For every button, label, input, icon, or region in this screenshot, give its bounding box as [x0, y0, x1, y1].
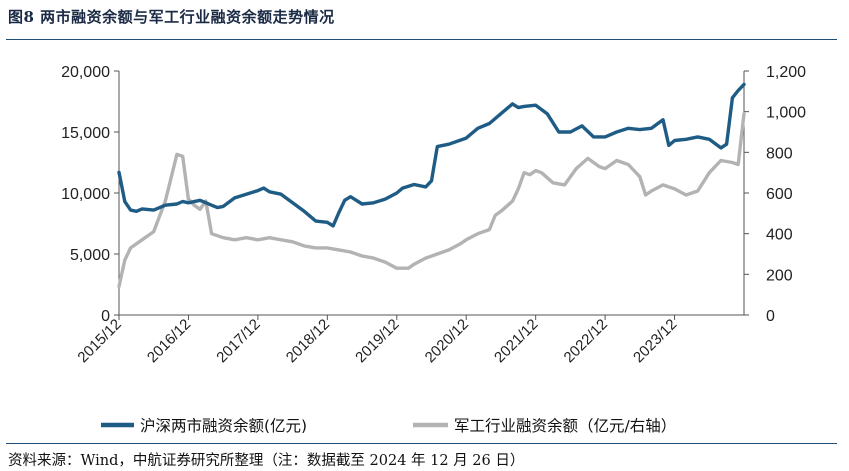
x-tick-label: 2018/12	[283, 316, 333, 366]
series-line-defense-financing	[117, 112, 746, 289]
x-tick-label: 2015/12	[74, 316, 124, 366]
top-rule	[6, 39, 837, 40]
x-tick-label: 2023/12	[630, 316, 680, 366]
right-tick-label: 1,200	[766, 64, 806, 81]
series-group	[117, 82, 746, 289]
series-line-market-financing	[117, 82, 746, 228]
source-note: 资料来源：Wind，中航证券研究所整理（注：数据截至 2024 年 12 月 2…	[8, 453, 525, 469]
x-tick-label: 2022/12	[561, 316, 611, 366]
x-tick-label: 2017/12	[213, 316, 263, 366]
legend-label-market: 沪深两市融资余额(亿元)	[140, 416, 307, 435]
left-tick-label: 20,000	[61, 64, 110, 81]
right-tick-label: 200	[766, 267, 793, 284]
legend-label-defense: 军工行业融资余额（亿元/右轴）	[454, 416, 676, 435]
left-tick-label: 0	[101, 308, 110, 325]
x-tick-label: 2019/12	[352, 316, 402, 366]
legend: 沪深两市融资余额(亿元) 军工行业融资余额（亿元/右轴）	[101, 416, 676, 435]
axes: 0 5,000 10,000 15,000 20,000 0 200 400 600 800 1,0…	[61, 64, 806, 366]
x-tick-label: 2021/12	[491, 316, 541, 366]
x-tick-label: 2020/12	[422, 316, 472, 366]
left-tick-label: 5,000	[70, 247, 110, 264]
right-tick-label: 800	[766, 145, 793, 162]
left-tick-label: 15,000	[61, 125, 110, 142]
x-tick-label: 2016/12	[144, 316, 194, 366]
right-tick-label: 400	[766, 227, 793, 244]
right-tick-label: 0	[766, 308, 775, 325]
bottom-rule	[6, 443, 837, 444]
right-tick-label: 600	[766, 186, 793, 203]
figure-title: 图8 两市融资余额与军工行业融资余额走势情况	[8, 8, 335, 26]
right-tick-label: 1,000	[766, 105, 806, 122]
left-tick-label: 10,000	[61, 186, 110, 203]
